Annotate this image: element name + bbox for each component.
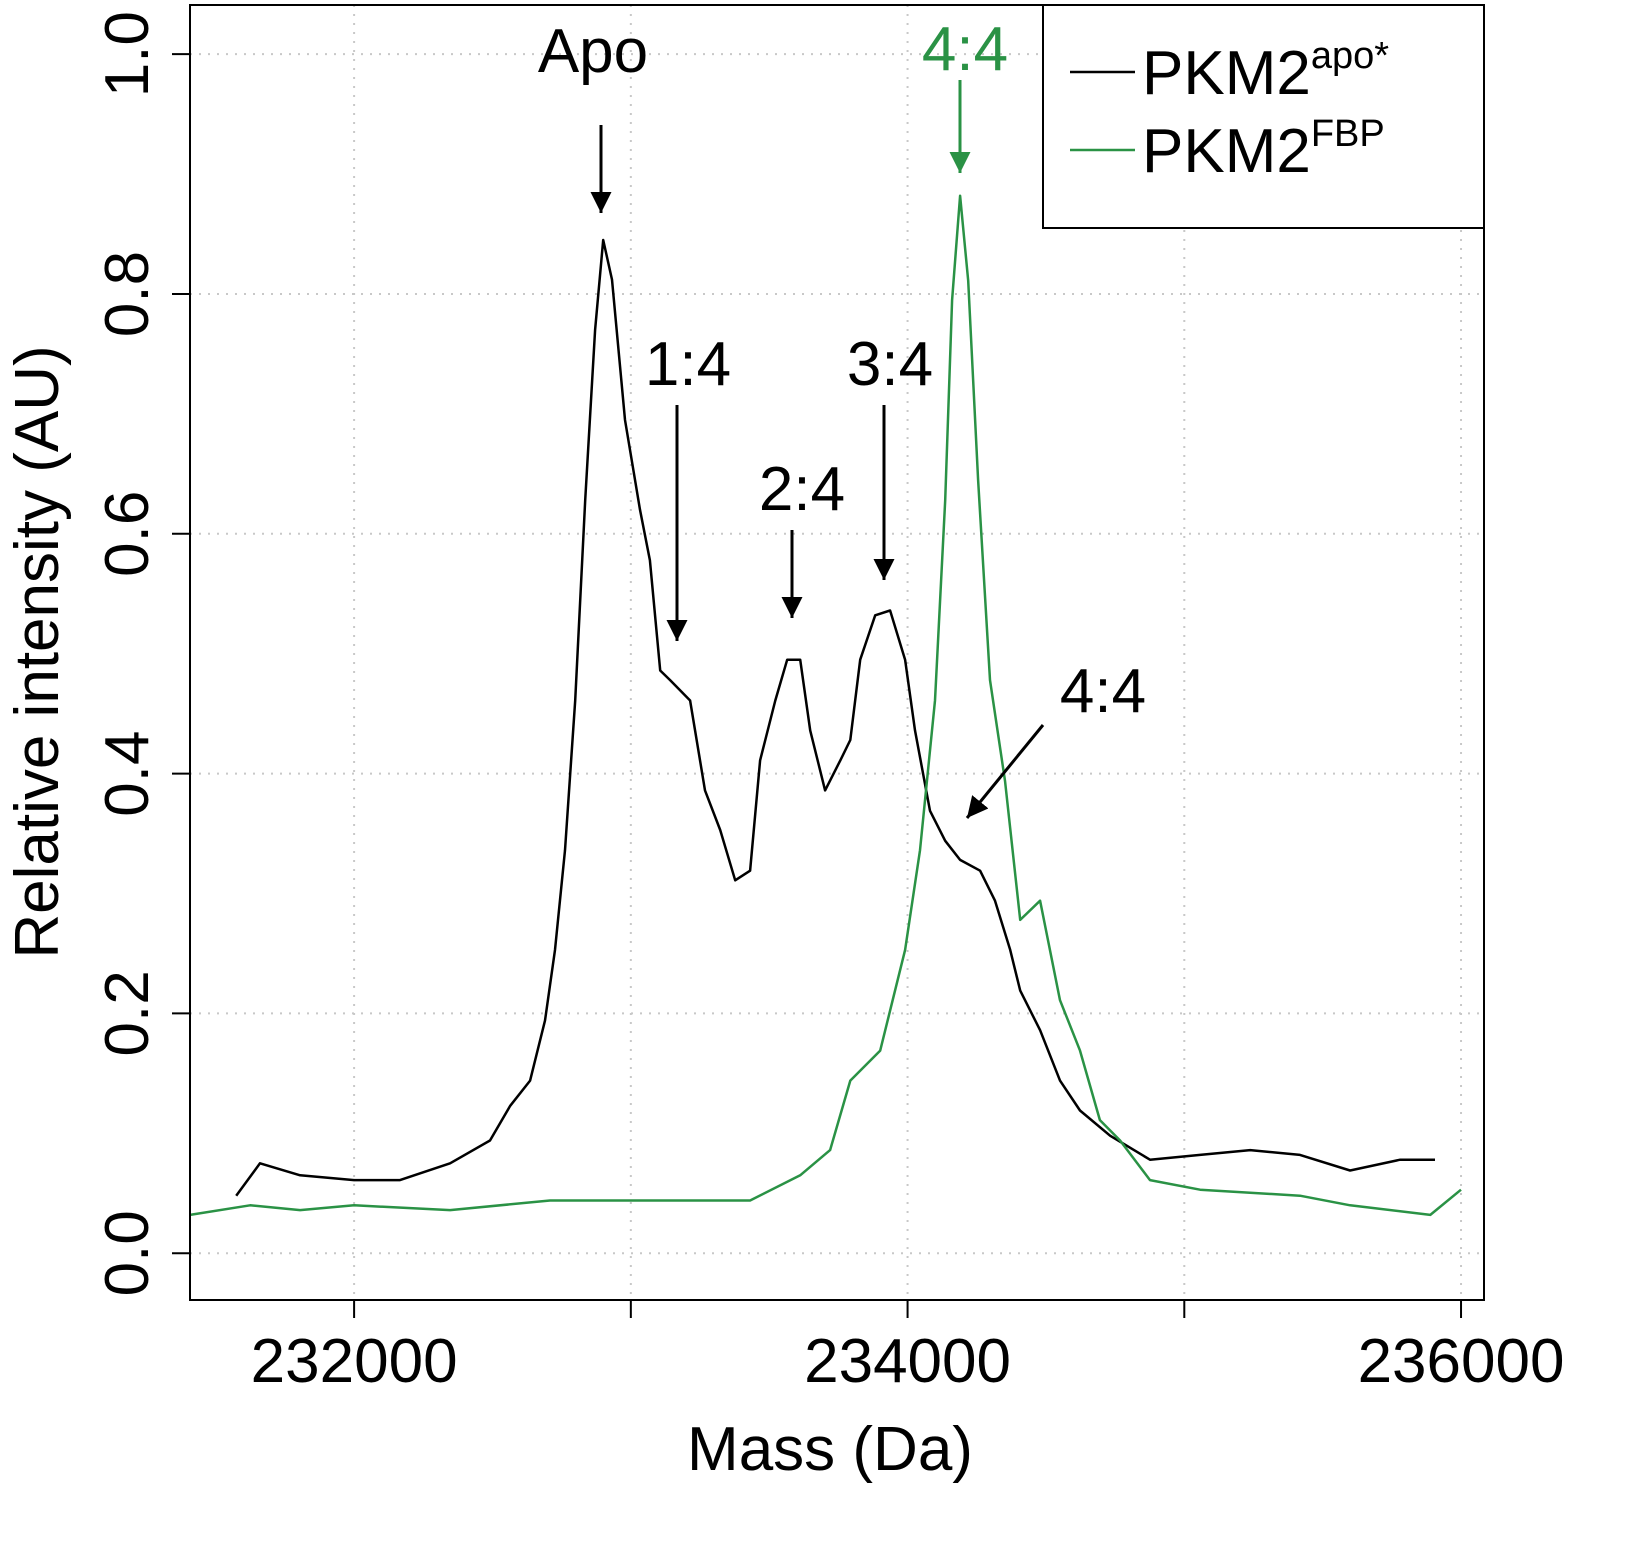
x-tick-label: 234000 [804, 1327, 1011, 1396]
y-tick-label: 0.8 [93, 251, 162, 337]
y-tick-label: 0.6 [93, 491, 162, 577]
annotation: 4:4 [1060, 657, 1146, 726]
annotation: 1:4 [645, 330, 731, 399]
legend-name: PKM2 [1142, 39, 1311, 108]
legend-box [1042, 4, 1485, 229]
x-tick-label: 236000 [1358, 1327, 1565, 1396]
legend-label: PKM2apo* [1142, 35, 1389, 108]
annotation: 3:4 [847, 330, 933, 399]
y-tick-label: 0.4 [93, 731, 162, 817]
annotation: 4:4 [922, 15, 1008, 84]
annotation: 2:4 [759, 455, 845, 524]
x-tick-label: 232000 [251, 1327, 458, 1396]
y-axis-title: Relative intensity (AU) [3, 345, 72, 958]
legend-superscript: apo* [1311, 35, 1389, 77]
y-tick-label: 0.0 [93, 1210, 162, 1296]
plot-frame [189, 4, 1485, 1301]
legend-label: PKM2FBP [1142, 113, 1385, 186]
annotation: Apo [538, 17, 648, 86]
y-tick-label: 0.2 [93, 970, 162, 1056]
series-line [189, 194, 1462, 1217]
legend-superscript: FBP [1311, 113, 1385, 155]
legend-name: PKM2 [1142, 117, 1311, 186]
y-tick-label: 1.0 [93, 11, 162, 97]
series-line [235, 238, 1435, 1197]
x-axis-title: Mass (Da) [687, 1415, 973, 1484]
annotation-arrow [965, 724, 1045, 819]
